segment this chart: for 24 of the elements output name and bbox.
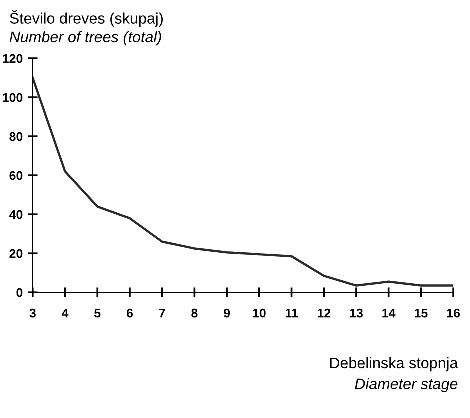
x-tick-label: 6 bbox=[126, 308, 133, 318]
y-tick-label: 80 bbox=[10, 132, 23, 142]
x-tick-label: 14 bbox=[382, 309, 396, 318]
x-tick-label: 9 bbox=[224, 308, 230, 318]
y-tick-label: 100 bbox=[3, 93, 23, 102]
y-axis-title: Število dreves (skupaj) Number of trees (total) bbox=[10, 10, 163, 46]
x-tick-label: 7 bbox=[159, 309, 166, 318]
x-tick-label: 12 bbox=[318, 308, 331, 318]
x-tick-label: 10 bbox=[253, 308, 266, 318]
x-tick-label: 4 bbox=[62, 309, 69, 318]
y-tick-label: 60 bbox=[10, 171, 23, 180]
y-tick-label: 120 bbox=[3, 54, 23, 64]
x-tick-label: 8 bbox=[192, 308, 198, 318]
x-tick-label: 5 bbox=[94, 309, 101, 318]
x-axis-title: Debelinska stopnja Diameter stage bbox=[330, 357, 458, 393]
x-tick-label: 3 bbox=[30, 308, 36, 318]
y-tick-label: 0 bbox=[16, 288, 23, 298]
x-tick-label: 13 bbox=[350, 308, 363, 318]
y-tick-label: 40 bbox=[9, 210, 23, 220]
x-tick-label: 11 bbox=[286, 309, 298, 318]
x-tick-label: 15 bbox=[415, 309, 428, 318]
line-series bbox=[32, 76, 454, 287]
y-tick-label: 20 bbox=[10, 249, 23, 258]
x-tick-label: 16 bbox=[447, 308, 460, 318]
